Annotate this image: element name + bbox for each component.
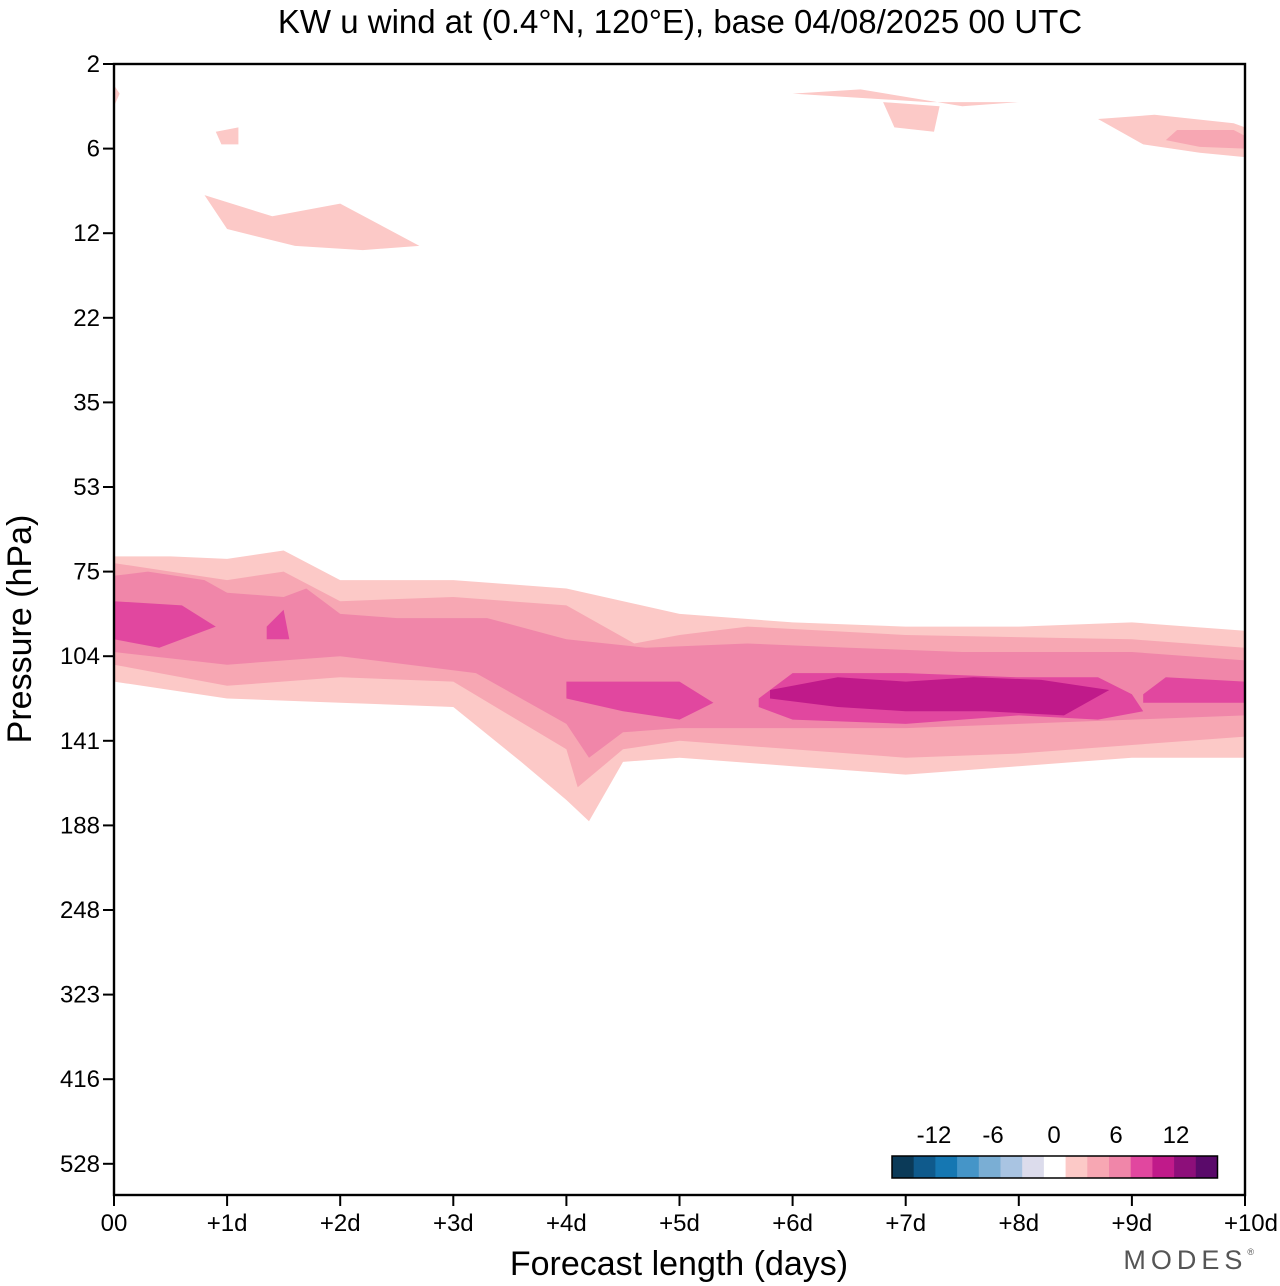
contour-region-37	[408, 86, 476, 96]
contour-region-32	[181, 64, 329, 111]
contour-region-56	[589, 448, 657, 513]
x-tick-label: +2d	[320, 1210, 361, 1237]
contour-region-11	[114, 453, 375, 540]
contour-region-46	[623, 97, 646, 141]
contour-region-41	[266, 152, 295, 174]
contour-region-5	[114, 601, 216, 648]
y-tick-label: 2	[87, 51, 100, 78]
y-tick-label: 12	[73, 220, 100, 247]
contour-region-45	[532, 140, 623, 162]
contour-region-25	[939, 317, 1178, 335]
y-tick-label: 75	[73, 559, 100, 586]
x-tick-label: +5d	[659, 1210, 700, 1237]
x-tick-label: +10d	[1224, 1210, 1278, 1237]
x-tick-label: 00	[101, 1210, 128, 1237]
colorbar-label: -6	[982, 1122, 1003, 1149]
contour-region-58	[939, 542, 1087, 572]
y-tick-label: 35	[73, 389, 100, 416]
x-tick-label: +8d	[998, 1210, 1039, 1237]
contour-region-47	[826, 144, 872, 208]
contour-region-12	[408, 732, 499, 813]
contour-region-24	[1165, 130, 1245, 149]
brand-logo: MODES®	[1123, 1245, 1254, 1276]
contour-region-7	[566, 681, 714, 720]
colorbar-label: 0	[1047, 1122, 1060, 1149]
colorbar-swatch	[892, 1156, 915, 1178]
y-tick-label: 416	[60, 1066, 100, 1093]
colorbar-swatch	[1065, 1156, 1088, 1178]
colorbar-label: 12	[1163, 1122, 1190, 1149]
contour-region-39	[119, 152, 182, 166]
x-tick-label: +3d	[433, 1210, 474, 1237]
contour-region-55	[114, 343, 646, 526]
colorbar-swatch	[978, 1156, 1001, 1178]
colorbar-swatch	[1174, 1156, 1197, 1178]
colorbar-swatch	[1000, 1156, 1023, 1178]
contour-region-29	[114, 85, 120, 107]
contour-region-16	[221, 1104, 233, 1152]
colorbar-swatch	[1043, 1156, 1066, 1178]
contour-region-14	[792, 1066, 827, 1164]
contour-region-65	[837, 783, 1245, 868]
contour-region-21	[792, 89, 1019, 107]
colorbar-swatch	[1109, 1156, 1132, 1178]
contour-region-61	[266, 850, 290, 881]
contour-region-54	[1182, 76, 1200, 86]
contour-region-6	[266, 609, 290, 640]
contour-region-22	[883, 102, 940, 132]
y-tick-label: 323	[60, 982, 100, 1009]
y-tick-label: 141	[60, 728, 100, 755]
contour-region-19	[204, 195, 420, 251]
contour-field	[114, 64, 1245, 1195]
y-tick-label: 53	[73, 474, 100, 501]
contour-region-49	[928, 195, 1008, 229]
colorbar: -12 -6 0 6 12	[891, 1122, 1219, 1179]
x-tick-label: +9d	[1112, 1210, 1153, 1237]
contour-region-13	[577, 1100, 703, 1181]
x-tick-label: +4d	[546, 1210, 587, 1237]
colorbar-swatch	[935, 1156, 958, 1178]
contour-region-66	[1041, 271, 1121, 297]
contour-region-43	[464, 148, 623, 187]
contour-region-27	[1018, 317, 1245, 513]
contour-region-48	[928, 169, 1008, 187]
colorbar-swatch	[957, 1156, 980, 1178]
x-tick-label: +7d	[885, 1210, 926, 1237]
x-tick-label: +1d	[207, 1210, 248, 1237]
y-tick-label: 248	[60, 897, 100, 924]
colorbar-label: -12	[917, 1122, 952, 1149]
y-tick-label: 6	[87, 136, 100, 163]
contour-region-26	[928, 368, 1189, 399]
colorbar-swatch	[1130, 1156, 1153, 1178]
chart-title: KW u wind at (0.4°N, 120°E), base 04/08/…	[278, 3, 1082, 40]
brand-name: MODES	[1123, 1245, 1248, 1275]
x-axis-label: Forecast length (days)	[510, 1245, 848, 1283]
colorbar-frame	[891, 1155, 1219, 1179]
y-tick-label: 104	[60, 643, 100, 670]
y-axis: 2 6 12 22 35 53 75 104 141 188 248 323 416 528	[60, 51, 114, 1178]
contour-region-9	[1143, 677, 1245, 703]
x-axis: 00 +1d +2d +3d +4d +5d +6d +7d +8d +9d +10d	[101, 1195, 1278, 1237]
contour-region-67	[656, 267, 691, 361]
y-tick-label: 188	[60, 812, 100, 839]
x-tick-label: +6d	[772, 1210, 813, 1237]
colorbar-label: 6	[1109, 1122, 1122, 1149]
contour-region-44	[504, 152, 522, 166]
contour-region-33	[215, 68, 261, 86]
colorbar-swatch	[1152, 1156, 1175, 1178]
contour-region-31	[215, 127, 239, 145]
contour-region-60	[114, 698, 222, 894]
colorbar-swatch	[1022, 1156, 1045, 1178]
contour-region-63	[475, 859, 533, 927]
contour-region-10	[770, 677, 1110, 716]
registered-mark: ®	[1247, 1247, 1254, 1257]
colorbar-swatch	[913, 1156, 936, 1178]
contour-region-62	[611, 833, 657, 885]
colorbar-swatch	[1087, 1156, 1110, 1178]
colorbar-swatch	[1195, 1156, 1218, 1178]
y-tick-label: 528	[60, 1151, 100, 1178]
y-tick-label: 22	[73, 305, 100, 332]
y-axis-label: Pressure (hPa)	[1, 515, 39, 744]
